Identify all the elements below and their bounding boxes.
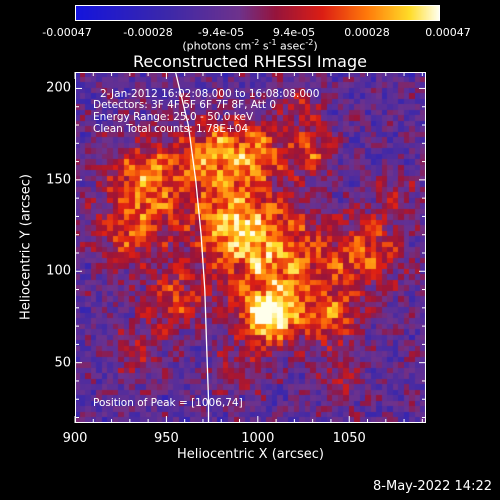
- colorbar-tick-label: -9.4e-05: [197, 26, 245, 39]
- colorbar-tick-label: 0.00028: [344, 26, 390, 39]
- colorbar-tick-label: -0.00047: [42, 26, 92, 39]
- colorbar-units: (photons cm-2 s-1 asec-2): [182, 38, 318, 53]
- info-detectors: Detectors: 3F 4F 5F 6F 7F 8F, Att 0: [93, 99, 277, 111]
- colorbar-tick-label: 9.4e-05: [272, 26, 316, 39]
- plot-area: [75, 72, 426, 423]
- info-time-range: 2-Jan-2012 16:02:08.000 to 16:08:08.000: [100, 88, 320, 100]
- timestamp: 8-May-2022 14:22: [373, 479, 492, 494]
- x-tick-label: 1000: [241, 431, 275, 446]
- info-clean-counts: Clean Total counts: 1.78E+04: [93, 123, 249, 135]
- x-tick-label: 1050: [332, 431, 366, 446]
- colorbar-tick-label: 0.00047: [425, 26, 471, 39]
- x-tick-label: 900: [62, 431, 88, 446]
- y-tick-label: 50: [54, 355, 71, 371]
- colorbar: [75, 5, 440, 21]
- x-axis-label: Heliocentric X (arcsec): [177, 447, 324, 462]
- y-tick-label: 200: [46, 80, 71, 96]
- y-tick-label: 100: [46, 263, 71, 279]
- info-peak-position: Position of Peak = [1006,74]: [93, 397, 243, 409]
- colorbar-tick-label: -0.00028: [123, 26, 173, 39]
- heatmap-image: [75, 72, 426, 423]
- info-energy-range: Energy Range: 25.0 - 50.0 keV: [93, 111, 254, 123]
- plot-title: Reconstructed RHESSI Image: [133, 52, 367, 71]
- y-tick-label: 150: [46, 172, 71, 188]
- y-axis-label: Heliocentric Y (arcsec): [18, 174, 34, 320]
- x-tick-label: 950: [153, 431, 179, 446]
